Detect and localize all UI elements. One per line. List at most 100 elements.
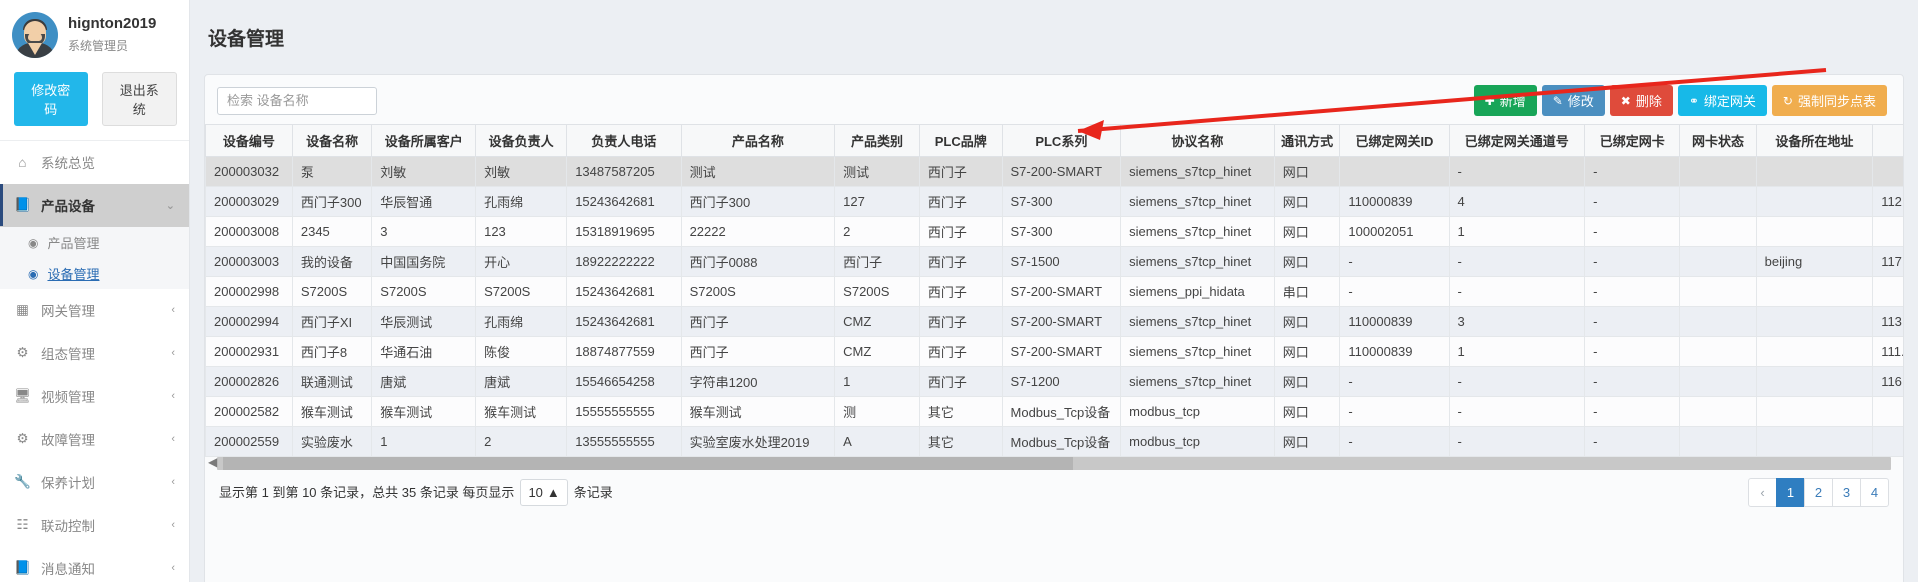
table-row[interactable]: 200003003 我的设备 中国国务院 开心 18922222222 西门子0088 西门… — [205, 246, 1903, 278]
pagination-page-4[interactable]: 4 — [1860, 478, 1889, 508]
table-cell — [1872, 396, 1903, 428]
table-cell: 13487587205 — [566, 156, 682, 188]
table-column-header[interactable]: 设备负责人 — [475, 124, 568, 158]
table-column-header[interactable]: 网卡状态 — [1679, 124, 1757, 158]
toolbar-button-pencil[interactable]: ✎ 修改 — [1541, 85, 1605, 117]
sidebar-item-gateway-management[interactable]: ▦ 网关管理 ‹ — [0, 289, 189, 332]
table-cell: 实验废水 — [291, 426, 373, 458]
table-column-header[interactable]: 设备编号 — [205, 124, 293, 158]
table-cell: 1 — [1448, 216, 1586, 248]
table-cell: 西门子 — [918, 156, 1003, 188]
sidebar-item-product-device[interactable]: 📘 产品设备 ⌄ — [0, 184, 189, 227]
logout-button[interactable]: 退出系统 — [101, 72, 177, 126]
table-cell: Modbus_Tcp设备 — [1001, 426, 1122, 458]
table-cell — [1755, 366, 1874, 398]
table-cell: siemens_s7tcp_hinet — [1120, 186, 1275, 218]
sitemap-icon: ☷ — [16, 517, 29, 532]
sidebar-item-configuration-management[interactable]: ⚙ 组态管理 ‹ — [0, 332, 189, 375]
table-body: 200003032 泵刘敏 刘敏 13487587205 测试 测试 西门子 S7-200-S… — [205, 156, 1903, 458]
table-column-header[interactable]: 负责人电话 — [566, 124, 682, 158]
table-cell: 13555555555 — [566, 426, 682, 458]
table-cell: 15546654258 — [566, 366, 682, 398]
table-row[interactable]: 200002998 S7200S S7200S S7200S 15243642681 S7… — [205, 276, 1903, 308]
table-column-header[interactable]: PLC品牌 — [918, 124, 1003, 158]
table-column-header[interactable]: 通讯方式 — [1273, 124, 1341, 158]
toolbar-button-link[interactable]: ⚭ 绑定网关 — [1677, 85, 1767, 117]
table-row[interactable]: 200002582 猴车测试 猴车测试 猴车测试 15555555555 猴车测试测其它 M… — [205, 396, 1903, 428]
table-cell — [1755, 426, 1874, 458]
search-input[interactable] — [217, 86, 377, 115]
user-role: 系统管理员 — [68, 39, 129, 53]
table-cell: 15243642681 — [566, 186, 682, 218]
table-row[interactable]: 200003008 2345 3 123 15318919695 22222 2 西门子 S7-… — [205, 216, 1903, 248]
table-column-header[interactable]: 协议名称 — [1120, 124, 1275, 158]
sidebar-item-linkage-control[interactable]: ☷ 联动控制 ‹ — [0, 504, 189, 547]
table-column-header[interactable]: 产品名称 — [680, 124, 836, 158]
table-cell: - — [1584, 276, 1681, 308]
table-cell: 西门子 — [680, 306, 836, 338]
table-column-header[interactable]: 设备所在地址 — [1755, 124, 1874, 158]
table-cell: 网口 — [1273, 216, 1341, 248]
table-column-header[interactable]: 设备名称 — [291, 124, 373, 158]
table-row[interactable]: 200003032 泵刘敏 刘敏 13487587205 测试 测试 西门子 S7-200-S… — [205, 156, 1903, 188]
table-cell: 猴车测试 — [291, 396, 373, 428]
table-cell: 15318919695 — [566, 216, 682, 248]
table-cell: 18874877559 — [566, 336, 682, 368]
table-column-header[interactable]: 经 — [1872, 124, 1903, 158]
table-column-header[interactable]: 产品类别 — [834, 124, 920, 158]
table-column-header[interactable]: 设备所属客户 — [371, 124, 477, 158]
table-cell: 3 — [371, 216, 477, 248]
table-cell: 西门子300 — [680, 186, 836, 218]
table-cell: CMZ — [834, 336, 920, 368]
table-cell: S7-300 — [1001, 216, 1122, 248]
horizontal-scrollbar[interactable]: ◀ — [208, 455, 1891, 471]
table-cell: 15243642681 — [566, 276, 682, 308]
table-column-header[interactable]: 已绑定网关ID — [1339, 124, 1450, 158]
table-cell — [1679, 306, 1757, 338]
table-cell: S7-200-SMART — [1001, 156, 1122, 188]
table-cell — [1679, 156, 1757, 188]
page-size-select[interactable]: 10 ▲ — [520, 479, 568, 507]
table-cell: 200002994 — [205, 306, 293, 338]
sidebar-item-system-overview[interactable]: ⌂ 系统总览 — [0, 141, 189, 184]
sidebar-item-product-management[interactable]: ◉ 产品管理 — [0, 227, 189, 258]
table-cell: 字符串1200 — [680, 366, 836, 398]
table-cell: 孔雨绵 — [475, 306, 568, 338]
table-cell: 猴车测试 — [371, 396, 477, 428]
table-cell: 网口 — [1273, 156, 1341, 188]
table-row[interactable]: 200002931 西门子8 华通石油 陈俊 18874877559 西门子 CMZ 西门子 S… — [205, 336, 1903, 368]
scroll-left-icon[interactable]: ◀ — [208, 455, 218, 470]
scrollbar-thumb[interactable] — [223, 457, 1073, 471]
table-column-header[interactable]: 已绑定网卡 — [1584, 124, 1681, 158]
pagination-page-1[interactable]: 1 — [1776, 478, 1805, 508]
sidebar-item-fault-management[interactable]: ⚙ 故障管理 ‹ — [0, 418, 189, 461]
table-cell — [1872, 216, 1903, 248]
pagination-prev-button[interactable]: ‹ — [1748, 478, 1777, 508]
sidebar-item-message-notification[interactable]: 📘 消息通知 ‹ — [0, 547, 189, 582]
table-cell: 18922222222 — [566, 246, 682, 278]
table-cell — [1679, 186, 1757, 218]
table-row[interactable]: 200002826 联通测试 唐斌 唐斌 15546654258 字符串1200 1 西门子 S… — [205, 366, 1903, 398]
sidebar-item-label: 消息通知 — [41, 562, 95, 577]
table-cell: 113.3868 — [1872, 306, 1903, 338]
table-cell: 开心 — [475, 246, 568, 278]
table-column-header[interactable]: PLC系列 — [1001, 124, 1122, 158]
toolbar-button-plus[interactable]: ✚ 新增 — [1473, 85, 1537, 117]
sidebar-item-video-management[interactable]: 🖥 视频管理 ‹ — [0, 375, 189, 418]
record-info-suffix: 条记录 — [573, 484, 613, 500]
toolbar-button-sync[interactable]: ↻ 强制同步点表 — [1771, 85, 1887, 117]
toolbar-button-cross[interactable]: ✖ 删除 — [1609, 85, 1673, 117]
pagination-page-2[interactable]: 2 — [1804, 478, 1833, 508]
table-row[interactable]: 200002994 西门子XI 华辰测试 孔雨绵 15243642681 西门子 CMZ 西门… — [205, 306, 1903, 338]
sidebar-item-device-management[interactable]: ◉ 设备管理 — [0, 258, 189, 289]
table-cell: modbus_tcp — [1120, 426, 1275, 458]
wrench-icon: 🔧 — [14, 474, 31, 489]
change-password-button[interactable]: 修改密码 — [14, 72, 88, 126]
table-cell: 网口 — [1273, 366, 1341, 398]
table-row[interactable]: 200002559 实验废水 1 2 13555555555 实验室废水处理2019 A 其它… — [205, 426, 1903, 458]
sidebar-item-maintenance-plan[interactable]: 🔧 保养计划 ‹ — [0, 461, 189, 504]
table-row[interactable]: 200003029 西门子300 华辰智通 孔雨绵 15243642681 西门子300 1… — [205, 186, 1903, 218]
table-column-header[interactable]: 已绑定网关通道号 — [1448, 124, 1586, 158]
pagination-page-3[interactable]: 3 — [1832, 478, 1861, 508]
table-cell: 猴车测试 — [680, 396, 836, 428]
